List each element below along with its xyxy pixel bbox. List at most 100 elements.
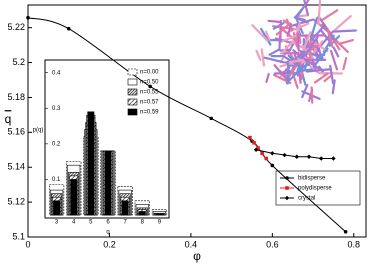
network-rod [286,23,293,37]
y-tick-label: 5.12 [7,196,25,206]
bar [155,213,163,216]
inset-y-tick-label: 0.3 [52,106,61,112]
inset-y-label: p(q) [33,128,44,134]
data-point [294,154,299,159]
data-point [260,151,264,156]
inset-x-tick-label: 9 [158,220,162,226]
inset-x-tick-label: 6 [106,220,110,226]
legend-swatch [127,88,138,96]
inset-x-tick-label: 7 [123,220,127,226]
network-rod [301,83,309,99]
network-rod [292,31,299,47]
legend-box [275,170,361,206]
bar [138,211,146,216]
network-rod [280,67,291,76]
network-rod [342,56,348,71]
inset-y-tick-label: 0.4 [52,70,61,76]
network-rod [310,86,314,104]
legend-swatch [127,98,138,106]
network-rod [332,14,352,33]
bar [70,179,78,216]
bar [104,150,112,216]
y-tick-label: 5.16 [7,127,25,137]
network-rod [335,39,349,54]
inset-x-label: q [106,230,109,236]
data-point [306,154,312,159]
network-rod [309,24,326,42]
network-rod [264,30,271,43]
network-rod [329,64,335,85]
data-point [331,156,336,161]
network-rod [294,7,304,19]
y-tick-label: 5.22 [7,22,25,32]
data-point [270,163,275,168]
network-rod [331,29,357,33]
legend-marker [285,186,289,190]
network-rod [326,29,334,48]
network-rod [323,74,333,83]
inset-x-tick-label: 3 [55,220,59,226]
network-rod [305,68,332,73]
network-rod [302,31,312,51]
data-point [209,116,214,121]
data-point [264,156,269,161]
legend-label: n=0.55 [140,90,159,96]
data-point [248,135,252,140]
x-tick-label: 0.6 [266,239,279,249]
legend-swatch [127,78,138,86]
network-rod [309,38,312,61]
y-tick-label: 5.14 [7,162,25,172]
network-rod [303,0,309,16]
legend-label: n=0.00 [140,70,159,76]
data-point [282,152,287,158]
x-axis-label: φ [193,249,201,263]
data-point [26,15,30,20]
legend-label: n=0.59 [140,110,159,116]
y-tick-label: 5.2 [12,57,25,67]
network-rod [291,18,314,27]
legend-marker [284,195,290,201]
network-rod [260,27,272,46]
network-rod [329,49,339,71]
network-rod [320,9,339,22]
inset-y-tick-label: 0.1 [52,177,61,183]
data-point [256,146,260,150]
network-rod [297,63,311,70]
y-axis-label: q [5,112,12,126]
network-rod [255,49,262,62]
network-rod [313,72,329,84]
network-rod [285,68,301,85]
legend-swatch [127,108,138,116]
network-rod [268,48,281,56]
network-rod [293,53,299,66]
network-rod [306,35,319,54]
network-rod [295,14,310,18]
network-rod [280,33,299,43]
network-rod [288,58,305,64]
data-point [319,156,324,161]
legend-label: n=0.50 [140,80,159,86]
x-tick-label: 0 [25,239,30,249]
network-rod [275,22,292,36]
network-rod [312,47,329,68]
bar [53,200,61,216]
inset-x-tick-label: 8 [141,220,145,226]
network-rod [290,69,299,89]
network-rod [284,45,296,62]
legend-label: n=0.57 [140,100,159,106]
network-rod [260,48,266,67]
network-image [251,0,357,104]
network-rod [265,72,270,83]
legend-swatch [127,68,138,76]
bar [121,200,129,216]
network-rod [299,68,313,72]
y-tick-label: 5.1 [12,231,25,241]
legend-label: bidisperse [298,176,326,182]
data-point [66,26,71,31]
network-rod [251,24,269,42]
x-tick-label: 0.4 [185,239,198,249]
network-rod [267,19,281,23]
data-point [148,84,152,89]
y-tick-label: 5.18 [7,92,25,102]
x-tick-label: 0.8 [348,239,361,249]
